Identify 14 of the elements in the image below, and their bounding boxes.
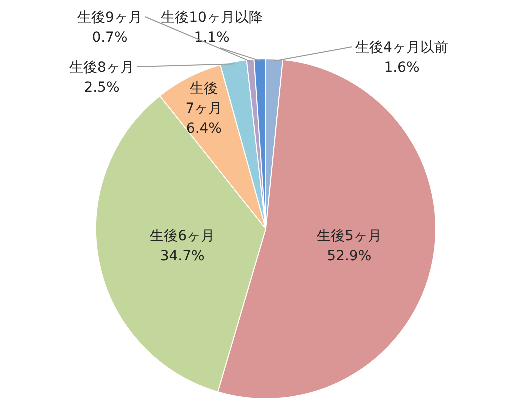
data-label: 52.9% bbox=[327, 248, 372, 264]
data-label: 34.7% bbox=[160, 248, 205, 264]
slice-label: 生後10ヶ月以降 bbox=[161, 10, 263, 26]
data-label: 1.1% bbox=[194, 30, 230, 46]
slice-label: 生後8ヶ月 bbox=[70, 60, 134, 76]
data-label: 2.5% bbox=[84, 80, 120, 96]
slice-label: 生後6ヶ月 bbox=[150, 228, 216, 244]
slice-label: 生後4ヶ月以前 bbox=[356, 40, 448, 56]
slice-label: 生後5ヶ月 bbox=[316, 228, 382, 244]
slice-label: 生後9ヶ月 bbox=[78, 10, 142, 26]
data-label: 0.7% bbox=[92, 30, 128, 46]
data-label: 1.6% bbox=[384, 60, 420, 76]
data-label: 6.4% bbox=[186, 120, 222, 137]
slice-label: 生後7ヶ月 bbox=[186, 80, 223, 117]
